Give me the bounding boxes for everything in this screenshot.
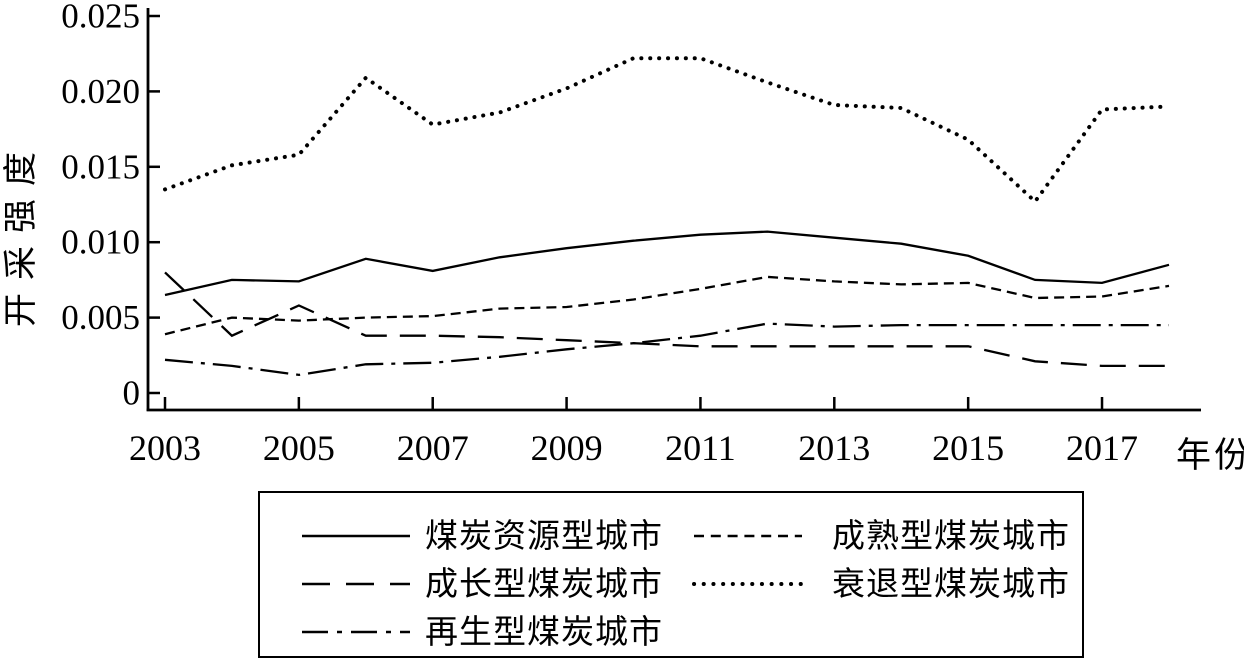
series-line-short-dash xyxy=(164,275,1170,336)
x-tick-label: 2017 xyxy=(1066,428,1138,468)
x-tick-label: 2005 xyxy=(263,428,335,468)
x-axis-title: 年份 xyxy=(1176,436,1244,475)
legend-label: 成长型煤炭城市 xyxy=(425,567,663,603)
x-tick-label: 2013 xyxy=(798,428,870,468)
series-line-solid xyxy=(164,230,1170,297)
legend-item: 成长型煤炭城市 xyxy=(300,557,692,605)
legend-line-sample-dotted xyxy=(692,576,804,586)
y-axis-title: 开采强度 xyxy=(3,139,40,327)
series-line-dotted xyxy=(163,56,1171,205)
x-tick-label: 2007 xyxy=(397,428,469,468)
line-chart-canvas: 0 0.005 0.010 0.015 0.020 0.025 2003 2005 2007 20… xyxy=(61,0,1201,468)
legend-label: 衰退型煤炭城市 xyxy=(832,567,1070,603)
legend-row: 成长型煤炭城市 衰退型煤炭城市 xyxy=(260,557,1082,605)
legend-item: 再生型煤炭城市 xyxy=(300,605,692,653)
legend-item: 成熟型煤炭城市 xyxy=(692,509,1070,557)
x-tick-label: 2011 xyxy=(665,428,736,468)
legend-label: 再生型煤炭城市 xyxy=(425,615,663,651)
series-line-dash-dot xyxy=(164,322,1169,377)
legend-line-sample-dash-dot xyxy=(300,624,412,634)
y-tick-label: 0.020 xyxy=(61,72,140,111)
legend-line-sample-long-dash xyxy=(300,576,412,586)
x-tick-label: 2015 xyxy=(932,428,1004,468)
chart-legend: 煤炭资源型城市 成熟型煤炭城市成长型煤炭城市 衰退型煤炭城市再生型煤炭城市 xyxy=(258,491,1084,658)
legend-label: 煤炭资源型城市 xyxy=(425,519,663,555)
y-tick-label: 0.015 xyxy=(61,147,140,186)
legend-line-sample-solid xyxy=(300,528,412,538)
legend-item: 衰退型煤炭城市 xyxy=(692,557,1070,605)
y-tick-label: 0.005 xyxy=(61,298,140,337)
legend-line-sample-short-dash xyxy=(692,528,804,538)
series-line-long-dash xyxy=(164,271,1169,368)
legend-row: 煤炭资源型城市 成熟型煤炭城市 xyxy=(260,509,1082,557)
legend-label: 成熟型煤炭城市 xyxy=(832,519,1070,555)
legend-item: 煤炭资源型城市 xyxy=(300,509,692,557)
y-tick-label: 0.010 xyxy=(61,223,140,262)
y-tick-label: 0.025 xyxy=(61,0,140,36)
x-tick-label: 2009 xyxy=(531,428,603,468)
x-tick-label: 2003 xyxy=(129,428,201,468)
y-tick-label: 0 xyxy=(123,374,141,413)
legend-row: 再生型煤炭城市 xyxy=(260,605,1082,653)
